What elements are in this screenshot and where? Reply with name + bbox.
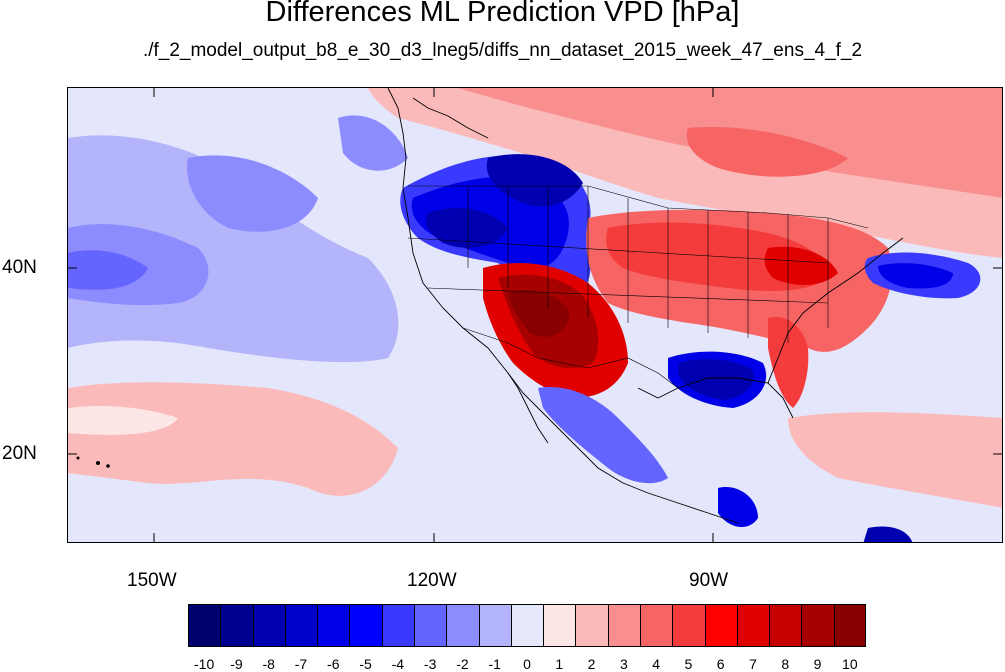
colorbar-swatch [510, 604, 544, 647]
colorbar-tick-label: -1 [488, 656, 501, 672]
colorbar-swatch [317, 604, 350, 647]
colorbar-tick-label: 10 [842, 656, 858, 672]
lat-label-20n: 20N [2, 443, 37, 464]
colorbar-tick-label: 3 [619, 656, 628, 672]
colorbar-swatch [252, 604, 286, 647]
colorbar-tick-label: 1 [555, 656, 564, 672]
lon-label-120w: 120W [407, 570, 457, 591]
colorbar-tick-label: -6 [327, 656, 340, 672]
colorbar-tick-label: 5 [684, 656, 693, 672]
colorbar-tick-label: -4 [391, 656, 405, 672]
colorbar-tick-label: -5 [359, 656, 372, 672]
colorbar-tick-label: -7 [294, 656, 308, 672]
map-title: Differences ML Prediction VPD [hPa] [265, 0, 740, 28]
colorbar-tick-label: 6 [716, 656, 725, 672]
colorbar-swatch [349, 604, 383, 647]
colorbar-swatch [801, 604, 835, 647]
colorbar-tick-label: -8 [262, 656, 275, 672]
colorbar-swatch [381, 604, 415, 647]
map-plot-area [67, 87, 1003, 543]
colorbar-swatch [607, 604, 641, 647]
colorbar-tick-label: 2 [587, 656, 596, 672]
colorbar-swatch [640, 604, 673, 647]
colorbar-swatch [414, 604, 447, 647]
colorbar-swatch [543, 604, 576, 647]
colorbar-swatch [446, 604, 480, 647]
colorbar-tick-label: 9 [813, 656, 822, 672]
colorbar-tick-label: -3 [423, 656, 437, 672]
lon-label-150w: 150W [127, 570, 177, 591]
map-subtitle: ./f_2_model_output_b8_e_30_d3_lneg5/diff… [142, 40, 863, 61]
colorbar-tick-label: 7 [749, 656, 757, 672]
colorbar-swatch [704, 604, 738, 647]
colorbar-swatch [575, 604, 609, 647]
colorbar-tick-label: -2 [456, 656, 469, 672]
colorbar-tick-label: -9 [230, 656, 243, 672]
colorbar-tick-label: 0 [523, 656, 531, 672]
colorbar-swatch [769, 604, 802, 647]
colorbar-swatch [284, 604, 318, 647]
colorbar-swatch [220, 604, 254, 647]
colorbar-tick-label: 8 [781, 656, 790, 672]
colorbar-swatch [672, 604, 706, 647]
colorbar-tick-label: -10 [194, 656, 215, 672]
vpd-difference-field [68, 88, 1002, 542]
lon-label-90w: 90W [689, 570, 729, 591]
colorbar [188, 604, 867, 647]
colorbar-swatch [188, 604, 221, 647]
lat-label-40n: 40N [2, 257, 37, 278]
colorbar-swatch [833, 604, 867, 647]
colorbar-swatch [478, 604, 512, 647]
colorbar-swatch [736, 604, 770, 647]
colorbar-tick-label: 4 [652, 656, 661, 672]
